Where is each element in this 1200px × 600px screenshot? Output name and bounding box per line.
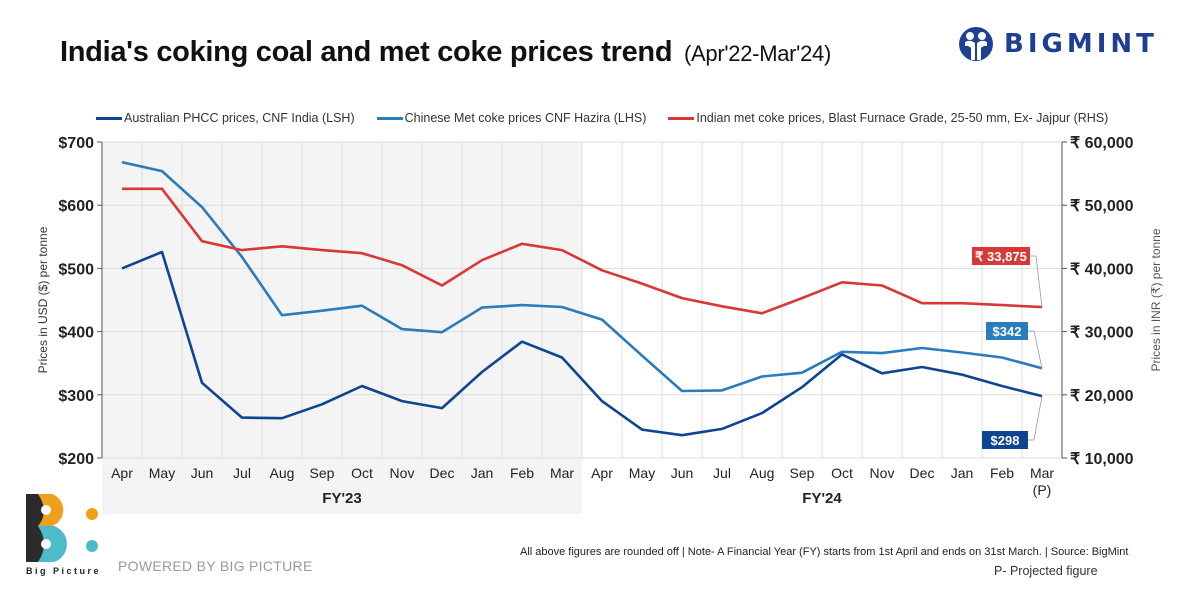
left-tick-label: $700 — [58, 135, 94, 152]
right-tick-label: ₹ 20,000 — [1070, 388, 1134, 405]
chart-title: India's coking coal and met coke prices … — [60, 36, 831, 69]
left-tick-label: $300 — [58, 388, 94, 405]
big-picture-logo-icon — [26, 494, 98, 562]
series-line-chinese — [121, 160, 1043, 393]
right-axis-title: Prices in INR (₹) per tonne — [1149, 228, 1163, 371]
legend-label-indian: Indian met coke prices, Blast Furnace Gr… — [696, 111, 1109, 125]
bigmint-logo-icon — [959, 27, 993, 61]
x-tick-label: Nov — [870, 465, 895, 481]
x-tick-label: Oct — [351, 465, 373, 481]
chart-legend: Australian PHCC prices, CNF India (LSH) … — [96, 111, 1108, 125]
x-tick-label: Jul — [233, 465, 251, 481]
powered-by: POWERED BY BIG PICTURE — [118, 558, 313, 574]
legend-label-australian: Australian PHCC prices, CNF India (LSH) — [124, 111, 355, 125]
callout-box-indian — [972, 247, 1030, 265]
x-tick-label: May — [149, 465, 175, 481]
callout-label-australian: $298 — [991, 433, 1020, 448]
x-tick-label: Jan — [951, 465, 974, 481]
x-tick-label: Dec — [430, 465, 455, 481]
x-tick-label: Aug — [270, 465, 295, 481]
brand-name: BIGMINT — [1004, 29, 1158, 59]
callout-leader — [1030, 255, 1043, 308]
x-tick-label: Mar — [550, 465, 574, 481]
series-line-indian — [122, 187, 1043, 315]
x-tick-label: Nov — [390, 465, 415, 481]
right-axis-ticks: ₹ 60,000 ₹ 50,000 ₹ 40,000 ₹ 30,000 ₹ 20,000… — [1062, 135, 1134, 468]
x-tick-label: Mar — [1030, 465, 1054, 481]
x-tick-label: Feb — [510, 465, 534, 481]
left-tick-label: $400 — [58, 325, 94, 342]
x-tick-label: Dec — [910, 465, 935, 481]
legend-item-australian: Australian PHCC prices, CNF India (LSH) — [96, 111, 355, 125]
big-picture-logo — [24, 492, 104, 567]
right-tick-label: ₹ 60,000 — [1070, 135, 1134, 152]
legend-swatch-chinese — [376, 116, 403, 120]
big-picture-logo-text: Big Picture — [26, 566, 102, 576]
left-axis-ticks: $700 $600 $500 $400 $300 $200 — [58, 135, 102, 468]
chart-title-main: India's coking coal and met coke prices … — [60, 36, 673, 68]
left-tick-label: $600 — [58, 198, 94, 215]
chart-subtitle: (Apr'22-Mar'24) — [684, 41, 831, 66]
x-tick-label: Apr — [111, 465, 133, 481]
legend-item-indian: Indian met coke prices, Blast Furnace Gr… — [668, 111, 1108, 125]
x-tick-label: Oct — [831, 465, 853, 481]
left-tick-label: $500 — [58, 261, 94, 278]
x-tick-label: Apr — [591, 465, 613, 481]
x-tick-label: Jun — [191, 465, 214, 481]
x-tick-suffix: (P) — [1033, 482, 1052, 498]
left-tick-label: $200 — [58, 451, 94, 468]
legend-item-chinese: Chinese Met coke prices CNF Hazira (LHS) — [376, 111, 647, 125]
x-tick-label: Jan — [471, 465, 494, 481]
callout-box-australian — [982, 431, 1028, 449]
x-tick-label: Jul — [713, 465, 731, 481]
legend-label-chinese: Chinese Met coke prices CNF Hazira (LHS) — [404, 111, 647, 125]
callout-leader — [1028, 395, 1043, 441]
legend-swatch-indian — [668, 116, 695, 120]
x-axis-ticks: Apr May Jun Jul Aug Sep Oct Nov Dec Jan Feb Mar Apr M… — [111, 465, 1054, 498]
callout-label-chinese: $342 — [993, 324, 1022, 339]
right-tick-label: ₹ 10,000 — [1070, 451, 1134, 468]
bigmint-logo: BIGMINT — [958, 26, 1158, 62]
right-tick-label: ₹ 40,000 — [1070, 261, 1134, 278]
callout-leader — [1028, 330, 1043, 369]
x-tick-label: Sep — [790, 465, 815, 481]
x-tick-label: Aug — [750, 465, 775, 481]
fiscal-year-label: FY'23 — [322, 490, 361, 507]
left-axis-title: Prices in USD ($) per tonne — [36, 226, 50, 373]
x-tick-label: Feb — [990, 465, 1014, 481]
projected-note: P- Projected figure — [994, 564, 1098, 578]
footer-note: All above figures are rounded off | Note… — [520, 546, 1129, 558]
x-tick-label: Jun — [671, 465, 694, 481]
legend-swatch-australian — [96, 116, 122, 120]
series-line-australian — [121, 250, 1043, 437]
end-value-callouts: $298 $342 ₹ 33,875 — [972, 247, 1043, 449]
callout-label-indian: ₹ 33,875 — [975, 249, 1027, 264]
x-tick-label: Sep — [310, 465, 335, 481]
fiscal-year-label: FY'24 — [802, 490, 842, 507]
x-tick-label: May — [629, 465, 655, 481]
right-tick-label: ₹ 30,000 — [1070, 325, 1134, 342]
series-lines — [121, 160, 1043, 437]
right-tick-label: ₹ 50,000 — [1070, 198, 1134, 215]
fiscal-year-labels: FY'23 FY'24 — [322, 490, 842, 507]
callout-box-chinese — [986, 322, 1028, 340]
